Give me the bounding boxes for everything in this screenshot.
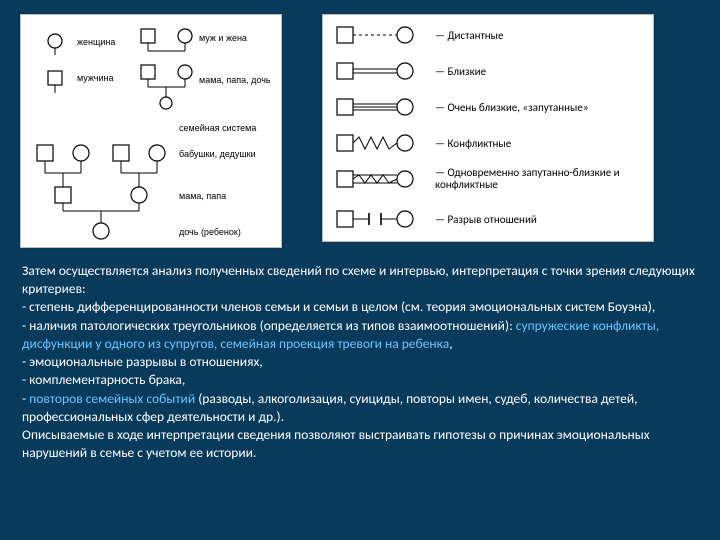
bullet-3: - эмоциональные разрывы в отношениях, xyxy=(22,353,698,371)
rel-label-2: — Очень близкие, «запутанные» xyxy=(435,101,589,114)
rel-label-5: — Разрыв отношений xyxy=(435,213,537,226)
label-mom-dad-daughter: мама, папа, дочь xyxy=(199,75,271,85)
p-conclusion: Описываемые в ходе интерпретации сведени… xyxy=(22,426,698,462)
label-husband-wife: муж и жена xyxy=(199,33,247,43)
relationship-types-panel: — Дистантные — Близкие — Очень близкие, … xyxy=(322,14,654,242)
label-daughter: дочь (ребенок) xyxy=(179,227,241,237)
label-family-system: семейная система xyxy=(179,123,256,133)
rel-label-4: — Одновременно запутанно-близкие и конфл… xyxy=(435,167,645,191)
p-intro: Затем осуществляется анализ полученных с… xyxy=(22,262,698,298)
rel-label-0: — Дистантные xyxy=(435,29,503,42)
label-mom-dad: мама, папа xyxy=(179,191,226,201)
bullet-2: - наличия патологических треугольников (… xyxy=(22,317,698,353)
rel-label-1: — Близкие xyxy=(435,65,486,78)
highlight-2: повторов семейных событий xyxy=(29,390,195,407)
relationship-types-svg xyxy=(323,15,433,241)
bullet-5: - повторов семейных событий (разводы, ал… xyxy=(22,390,698,426)
body-text: Затем осуществляется анализ полученных с… xyxy=(0,254,720,462)
label-woman: женщина xyxy=(77,37,115,47)
label-grandparents: бабушки, дедушки xyxy=(179,149,256,159)
rel-label-3: — Конфликтные xyxy=(435,137,511,150)
bullet-1: - степень дифференцированности членов се… xyxy=(22,298,698,316)
genogram-symbols-panel: женщина мужчина муж и жена мама, папа, д… xyxy=(20,14,282,248)
label-man: мужчина xyxy=(77,73,114,83)
bullet-4: - комплементарность брака, xyxy=(22,371,698,389)
